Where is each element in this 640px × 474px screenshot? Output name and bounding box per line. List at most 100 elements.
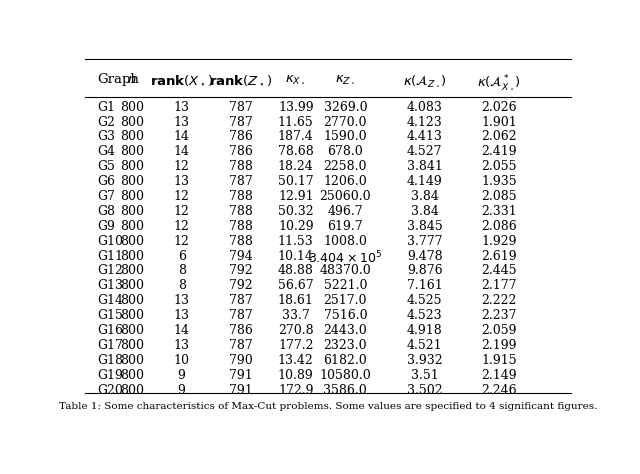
Text: 270.8: 270.8 bbox=[278, 324, 314, 337]
Text: 6182.0: 6182.0 bbox=[323, 354, 367, 367]
Text: 800: 800 bbox=[120, 264, 144, 277]
Text: 2323.0: 2323.0 bbox=[324, 339, 367, 352]
Text: 172.9: 172.9 bbox=[278, 383, 314, 397]
Text: 50.32: 50.32 bbox=[278, 205, 314, 218]
Text: 56.67: 56.67 bbox=[278, 279, 314, 292]
Text: 11.65: 11.65 bbox=[278, 116, 314, 128]
Text: $n$: $n$ bbox=[127, 73, 137, 86]
Text: G18: G18 bbox=[97, 354, 124, 367]
Text: 2.237: 2.237 bbox=[481, 309, 517, 322]
Text: G11: G11 bbox=[97, 250, 124, 263]
Text: 3.84: 3.84 bbox=[411, 190, 438, 203]
Text: G16: G16 bbox=[97, 324, 124, 337]
Text: 787: 787 bbox=[229, 294, 253, 307]
Text: 3586.0: 3586.0 bbox=[323, 383, 367, 397]
Text: 2.619: 2.619 bbox=[481, 250, 517, 263]
Text: G19: G19 bbox=[97, 369, 124, 382]
Text: 12: 12 bbox=[173, 235, 189, 248]
Text: 1008.0: 1008.0 bbox=[323, 235, 367, 248]
Text: G15: G15 bbox=[97, 309, 124, 322]
Text: G3: G3 bbox=[97, 130, 115, 144]
Text: 9.478: 9.478 bbox=[407, 250, 442, 263]
Text: 2.222: 2.222 bbox=[481, 294, 517, 307]
Text: 678.0: 678.0 bbox=[328, 146, 364, 158]
Text: 786: 786 bbox=[229, 146, 253, 158]
Text: G6: G6 bbox=[97, 175, 115, 188]
Text: 788: 788 bbox=[229, 220, 253, 233]
Text: $\kappa_{Z_\star}$: $\kappa_{Z_\star}$ bbox=[335, 73, 356, 86]
Text: 787: 787 bbox=[229, 309, 253, 322]
Text: 3.841: 3.841 bbox=[407, 160, 443, 173]
Text: 33.7: 33.7 bbox=[282, 309, 310, 322]
Text: 4.083: 4.083 bbox=[407, 100, 443, 114]
Text: 13: 13 bbox=[173, 294, 189, 307]
Text: 2517.0: 2517.0 bbox=[324, 294, 367, 307]
Text: G20: G20 bbox=[97, 383, 124, 397]
Text: 10.29: 10.29 bbox=[278, 220, 314, 233]
Text: 177.2: 177.2 bbox=[278, 339, 314, 352]
Text: 791: 791 bbox=[229, 369, 253, 382]
Text: 800: 800 bbox=[120, 279, 144, 292]
Text: 3.845: 3.845 bbox=[407, 220, 443, 233]
Text: 7516.0: 7516.0 bbox=[324, 309, 367, 322]
Text: $\mathbf{rank}(X_\star)$: $\mathbf{rank}(X_\star)$ bbox=[150, 73, 214, 87]
Text: 2.055: 2.055 bbox=[481, 160, 517, 173]
Text: 2.026: 2.026 bbox=[481, 100, 517, 114]
Text: 3.51: 3.51 bbox=[411, 369, 438, 382]
Text: 14: 14 bbox=[173, 324, 189, 337]
Text: 800: 800 bbox=[120, 220, 144, 233]
Text: 787: 787 bbox=[229, 175, 253, 188]
Text: 2770.0: 2770.0 bbox=[324, 116, 367, 128]
Text: 4.523: 4.523 bbox=[407, 309, 442, 322]
Text: 800: 800 bbox=[120, 235, 144, 248]
Text: 18.61: 18.61 bbox=[278, 294, 314, 307]
Text: 25060.0: 25060.0 bbox=[319, 190, 371, 203]
Text: 792: 792 bbox=[229, 279, 253, 292]
Text: G2: G2 bbox=[97, 116, 115, 128]
Text: 4.918: 4.918 bbox=[407, 324, 443, 337]
Text: 10.14: 10.14 bbox=[278, 250, 314, 263]
Text: G9: G9 bbox=[97, 220, 115, 233]
Text: 3.777: 3.777 bbox=[407, 235, 442, 248]
Text: $\mathbf{rank}(Z_\star)$: $\mathbf{rank}(Z_\star)$ bbox=[209, 73, 273, 87]
Text: 800: 800 bbox=[120, 309, 144, 322]
Text: 1.929: 1.929 bbox=[481, 235, 517, 248]
Text: 3.502: 3.502 bbox=[407, 383, 442, 397]
Text: 10.89: 10.89 bbox=[278, 369, 314, 382]
Text: 788: 788 bbox=[229, 235, 253, 248]
Text: 14: 14 bbox=[173, 130, 189, 144]
Text: 4.527: 4.527 bbox=[407, 146, 442, 158]
Text: 792: 792 bbox=[229, 264, 253, 277]
Text: 496.7: 496.7 bbox=[328, 205, 363, 218]
Text: $\kappa(\mathcal{A}_{Z_\star})$: $\kappa(\mathcal{A}_{Z_\star})$ bbox=[403, 73, 447, 89]
Text: 800: 800 bbox=[120, 324, 144, 337]
Text: 13: 13 bbox=[173, 116, 189, 128]
Text: G10: G10 bbox=[97, 235, 124, 248]
Text: G12: G12 bbox=[97, 264, 124, 277]
Text: G17: G17 bbox=[97, 339, 124, 352]
Text: 2.246: 2.246 bbox=[481, 383, 517, 397]
Text: G7: G7 bbox=[97, 190, 115, 203]
Text: 800: 800 bbox=[120, 160, 144, 173]
Text: 800: 800 bbox=[120, 383, 144, 397]
Text: 1590.0: 1590.0 bbox=[324, 130, 367, 144]
Text: 3.84: 3.84 bbox=[411, 205, 438, 218]
Text: 786: 786 bbox=[229, 324, 253, 337]
Text: 800: 800 bbox=[120, 369, 144, 382]
Text: 4.413: 4.413 bbox=[407, 130, 443, 144]
Text: 619.7: 619.7 bbox=[328, 220, 363, 233]
Text: 791: 791 bbox=[229, 383, 253, 397]
Text: 800: 800 bbox=[120, 294, 144, 307]
Text: 3.932: 3.932 bbox=[407, 354, 442, 367]
Text: 11.53: 11.53 bbox=[278, 235, 314, 248]
Text: 800: 800 bbox=[120, 116, 144, 128]
Text: 800: 800 bbox=[120, 250, 144, 263]
Text: 6: 6 bbox=[178, 250, 186, 263]
Text: 800: 800 bbox=[120, 175, 144, 188]
Text: $\kappa(\mathcal{A}^*_{X_\star})$: $\kappa(\mathcal{A}^*_{X_\star})$ bbox=[477, 73, 521, 93]
Text: G5: G5 bbox=[97, 160, 115, 173]
Text: 2.086: 2.086 bbox=[481, 220, 517, 233]
Text: 788: 788 bbox=[229, 190, 253, 203]
Text: 800: 800 bbox=[120, 354, 144, 367]
Text: 2.085: 2.085 bbox=[481, 190, 517, 203]
